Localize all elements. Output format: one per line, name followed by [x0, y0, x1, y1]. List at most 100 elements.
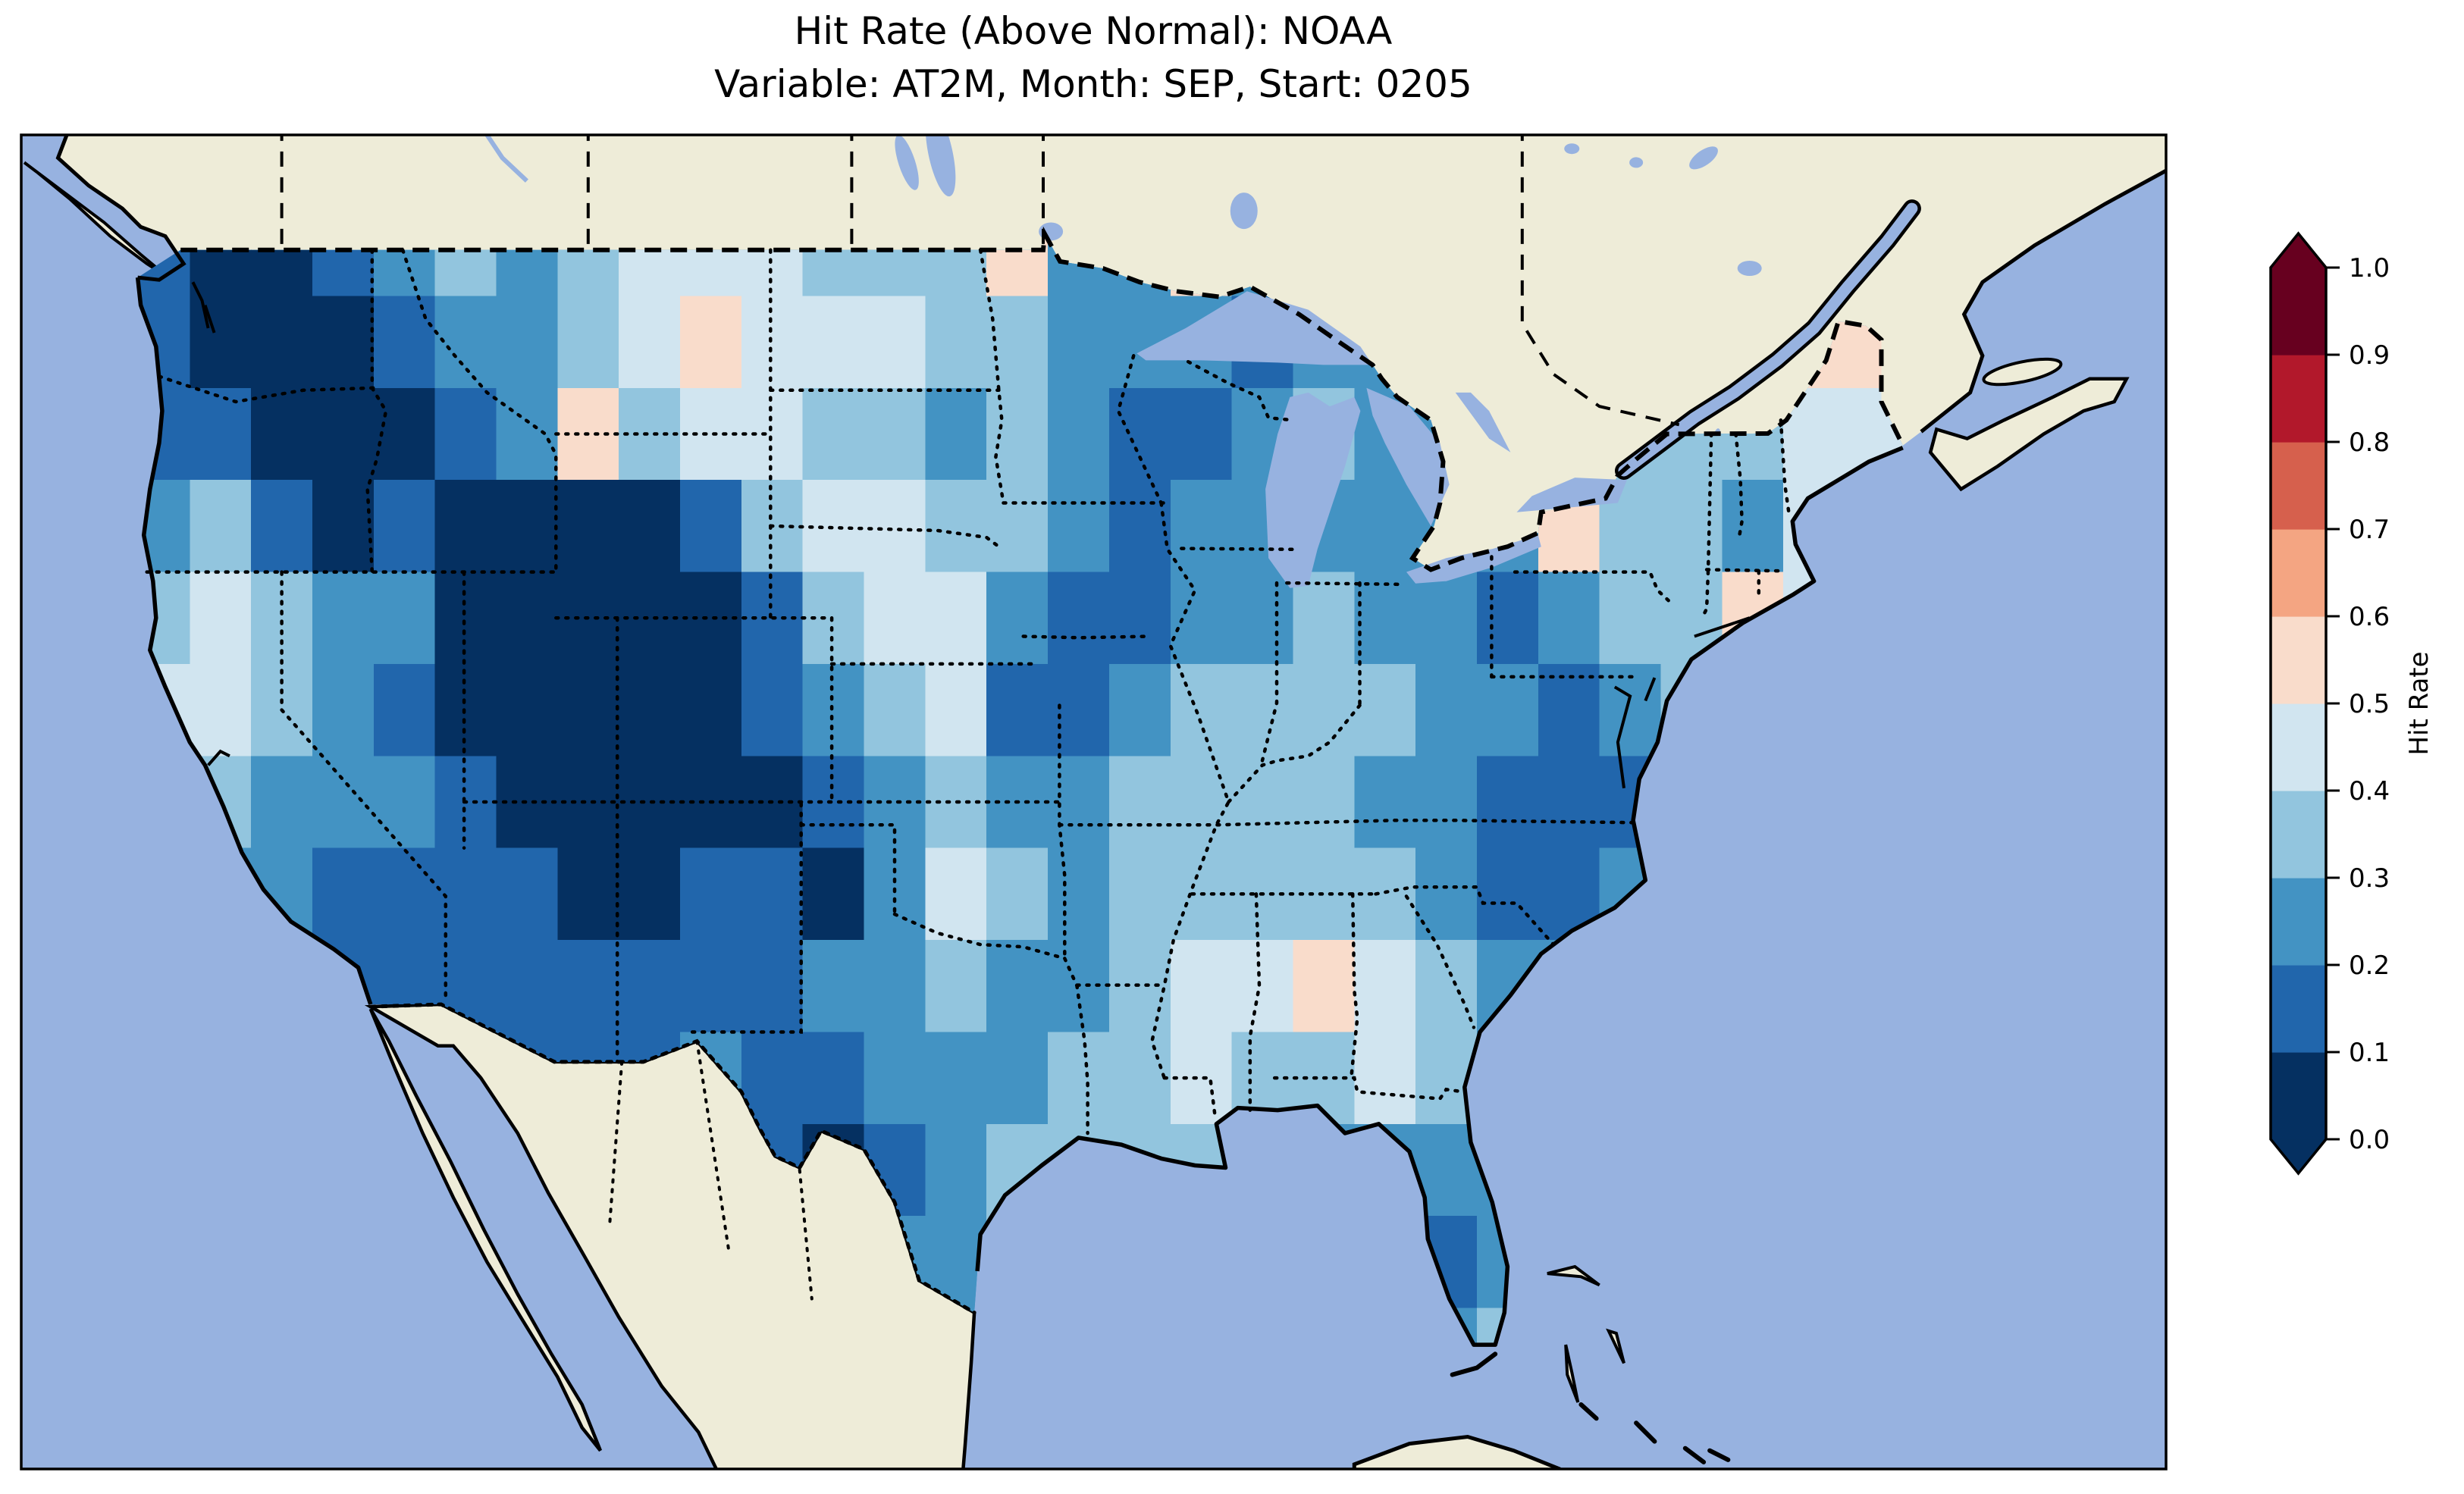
us-west-coastline — [135, 277, 373, 1005]
us-mexico-border — [368, 1002, 977, 1315]
heatmap-cell — [1170, 572, 1233, 665]
heatmap-cell — [1354, 1032, 1417, 1125]
colorbar-tick-label: 0.5 — [2349, 689, 2390, 719]
heatmap-cell — [434, 663, 497, 757]
heatmap-cell — [925, 663, 988, 757]
heatmap-cell — [1599, 572, 1662, 665]
heatmap-cell — [190, 387, 252, 481]
canadian-lake — [1230, 193, 1258, 230]
heatmap-cell — [986, 663, 1049, 757]
state-border-line — [1227, 703, 1362, 804]
state-border-line — [799, 823, 897, 916]
state-border-line — [1186, 359, 1295, 422]
island-cay — [1578, 1402, 1599, 1421]
state-border-line — [1021, 634, 1151, 640]
heatmap-cell — [1231, 663, 1294, 757]
heatmap-cell — [190, 572, 252, 665]
heatmap-cell — [190, 480, 252, 573]
canadian-lake — [1629, 157, 1644, 168]
heatmap-cell — [1415, 847, 1478, 941]
state-border-line — [690, 800, 803, 1034]
canada-landmass — [58, 135, 2166, 570]
colorbar-over-arrow — [2271, 233, 2326, 268]
island-cay — [1634, 1420, 1657, 1444]
heatmap-cell — [864, 1032, 926, 1125]
heatmap-cell — [496, 663, 559, 757]
island-cay — [1707, 1448, 1731, 1462]
heatmap-cell — [619, 296, 681, 389]
colorbar-segment — [2271, 268, 2326, 355]
heatmap-cell — [312, 480, 375, 573]
heatmap-cell — [434, 387, 497, 481]
canadian-lake — [1564, 143, 1580, 155]
heatmap-cell — [619, 480, 681, 573]
state-border-line — [1162, 1076, 1217, 1117]
canadian-lake — [1689, 146, 1718, 170]
heatmap-cell — [1108, 847, 1171, 941]
heatmap-cell — [986, 847, 1049, 941]
state-border-line — [280, 570, 448, 1002]
heatmap-cell — [312, 387, 375, 481]
colorbar-segment — [2271, 616, 2326, 704]
heatmap-cell — [373, 480, 436, 573]
canadian-lake — [895, 135, 919, 190]
state-border-line — [1260, 581, 1279, 763]
colorbar-segment — [2271, 355, 2326, 443]
heatmap-cell — [1108, 756, 1171, 849]
heatmap-cell — [496, 847, 559, 941]
state-border-line — [1734, 431, 1744, 541]
heatmap-cell — [619, 663, 681, 757]
heatmap-cell — [925, 847, 988, 941]
state-border-line — [1150, 501, 1230, 1080]
colorbar-tick-label: 1.0 — [2349, 253, 2390, 283]
chart-title-line2: Variable: AT2M, Month: SEP, Start: 0205 — [714, 62, 1472, 106]
colorbar-segment — [2271, 965, 2326, 1053]
state-border-line — [769, 524, 1004, 551]
heatmap-cell — [1170, 663, 1233, 757]
colorbar-axis-label: Hit Rate — [2404, 651, 2434, 755]
great-lake-hur — [1366, 387, 1450, 526]
state-border-line — [1058, 819, 1638, 827]
bc-coastline — [55, 135, 187, 282]
state-border-line — [1116, 354, 1163, 505]
state-border-line — [978, 248, 1005, 505]
state-border-line — [1374, 885, 1556, 947]
map-frame — [20, 133, 2168, 1471]
heatmap-cell — [312, 847, 375, 941]
heatmap-cell — [1293, 756, 1356, 849]
heatmap-cell — [864, 387, 926, 481]
colorbar-tick-label: 0.9 — [2349, 340, 2390, 371]
colorbar-tick-label: 0.1 — [2349, 1038, 2390, 1068]
heatmap-cell — [864, 572, 926, 665]
heatmap-cell — [1293, 572, 1356, 665]
heatmap-cell — [1170, 1032, 1233, 1125]
heatmap-cell — [557, 296, 620, 389]
heatmap-cell — [802, 756, 865, 849]
island-cay — [1682, 1445, 1707, 1464]
heatmap-cell — [1538, 663, 1600, 757]
heatmap-cell — [557, 940, 620, 1033]
heatmap-cell — [557, 663, 620, 757]
heatmap-cell — [1231, 756, 1294, 849]
colorbar-segment — [2271, 529, 2326, 617]
state-border-line — [400, 248, 558, 574]
heatmap-cell — [1415, 572, 1478, 665]
heatmap-cell — [925, 296, 988, 389]
heatmap-cell — [1231, 572, 1294, 665]
inlet-line — [1694, 616, 1751, 638]
heatmap-cell — [986, 296, 1049, 389]
heatmap-cell — [1354, 847, 1417, 941]
heatmap-cell — [373, 296, 436, 389]
heatmap-cell — [741, 847, 804, 941]
heatmap-cell — [1108, 480, 1171, 573]
heatmap-cell — [864, 663, 926, 757]
colorbar-tick-label: 0.3 — [2349, 863, 2390, 894]
heatmap-cell — [680, 663, 742, 757]
heatmap-cell — [251, 387, 313, 481]
great-lake-geo — [1455, 392, 1511, 453]
state-border-line — [157, 374, 376, 404]
heatmap-cell — [741, 940, 804, 1033]
state-border-line — [1285, 581, 1404, 587]
